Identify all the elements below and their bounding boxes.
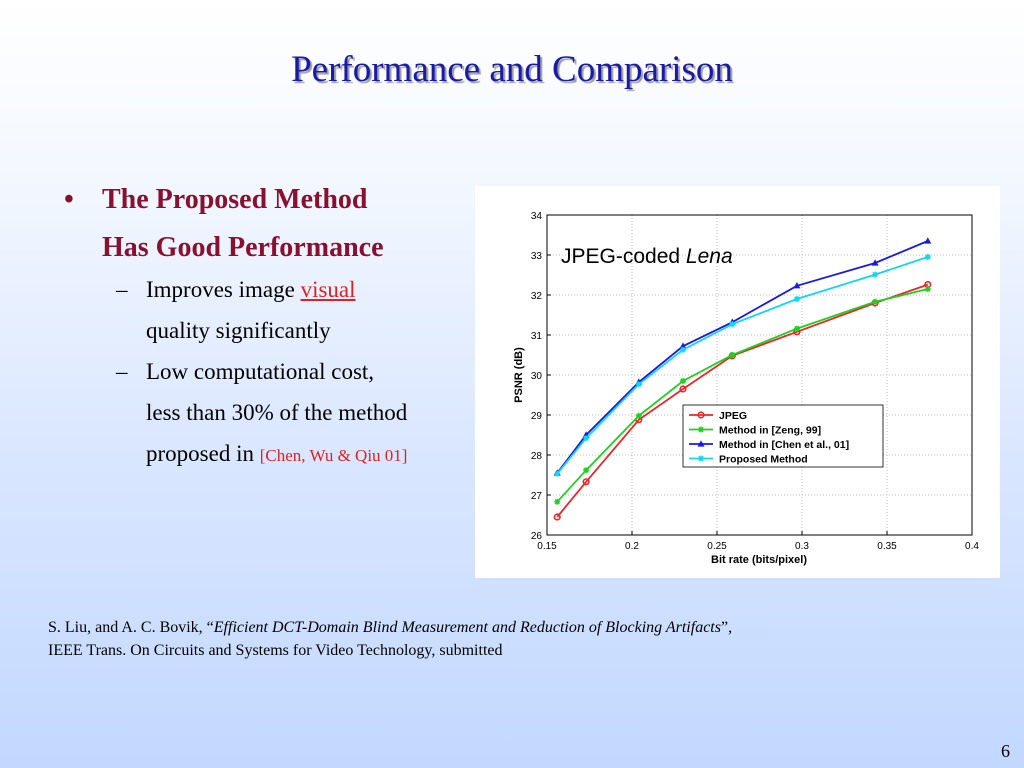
- legend-label: Proposed Method: [719, 454, 808, 466]
- annotation-text: JPEG-coded: [561, 245, 686, 268]
- chart-series: [553, 237, 932, 521]
- series-line: [556, 256, 929, 475]
- series-line: [556, 240, 929, 474]
- data-point: [924, 237, 932, 244]
- x-tick-label: 0.25: [707, 541, 727, 552]
- data-point: [583, 467, 590, 474]
- sub-bullet-text: Low computational cost, less than 30% of…: [146, 351, 486, 476]
- legend-marker: [697, 411, 705, 419]
- data-point: [680, 378, 686, 384]
- x-tick-label: 0.15: [537, 541, 557, 552]
- data-point: [872, 271, 879, 278]
- visual-link[interactable]: visual: [300, 277, 356, 302]
- data-point: [582, 478, 590, 486]
- data-point: [729, 352, 736, 358]
- bullet-dot-icon: •: [64, 184, 74, 215]
- legend-marker: [697, 440, 705, 447]
- reference-citation: S. Liu, and A. C. Bovik, “Efficient DCT-…: [48, 616, 978, 662]
- x-tick-label: 0.35: [877, 541, 897, 552]
- data-point: [924, 286, 931, 292]
- sub-bullet-pre: Improves image: [146, 277, 301, 302]
- legend-label: JPEG: [719, 410, 747, 422]
- dash-icon: –: [116, 277, 128, 302]
- y-tick-label: 29: [531, 411, 543, 422]
- reference-title: Efficient DCT-Domain Blind Measurement a…: [213, 619, 721, 636]
- data-point: [554, 498, 561, 505]
- reference-line1: S. Liu, and A. C. Bovik, “Efficient DCT-…: [48, 616, 978, 639]
- legend-label: Method in [Chen et al., 01]: [719, 439, 849, 451]
- legend-label: Method in [Zeng, 99]: [719, 425, 821, 437]
- series-1: [554, 286, 931, 505]
- sub-bullet-pre: proposed in: [146, 441, 260, 466]
- main-bullet-line2: Has Good Performance: [102, 232, 384, 263]
- data-point: [793, 325, 800, 332]
- data-point: [583, 435, 590, 442]
- data-point: [872, 298, 879, 305]
- data-point: [635, 412, 642, 419]
- main-bullet-line1: The Proposed Method: [102, 184, 368, 215]
- data-point: [554, 470, 561, 477]
- sub-bullet-line: less than 30% of the method: [146, 400, 408, 425]
- psnr-chart: 0.15 0.2 0.25 0.3 0.35 0.4262728293031323334 …: [513, 211, 980, 566]
- psnr-chart-panel: 0.15 0.2 0.25 0.3 0.35 0.4 26 27 28 29 30 31 32 33 34 …: [475, 186, 1000, 578]
- chart-annotation: JPEG-coded Lena: [561, 245, 733, 268]
- legend-marker: [698, 455, 704, 462]
- sub-bullet-line: Low computational cost,: [146, 359, 375, 384]
- y-tick-label: 32: [531, 291, 543, 302]
- data-point: [635, 381, 642, 388]
- annotation-italic: Lena: [686, 245, 733, 268]
- legend-box: [682, 404, 884, 468]
- y-tick-label: 30: [531, 371, 543, 382]
- y-tick-label: 31: [531, 331, 543, 342]
- slide-title: Performance and Comparison: [291, 49, 733, 90]
- y-tick-label: 27: [531, 491, 543, 502]
- data-point: [679, 385, 687, 393]
- x-tick-label: 0.4: [965, 541, 979, 552]
- x-tick-label: 0.2: [625, 541, 639, 552]
- data-point: [729, 321, 736, 328]
- series-0: [553, 280, 932, 521]
- sub-bullet-line: Improves image visual: [146, 269, 486, 310]
- y-tick-label: 28: [531, 451, 543, 462]
- reference-quote-close: ”,: [720, 619, 733, 636]
- citation-chen-wu-qiu: [Chen, Wu & Qiu 01]: [259, 446, 408, 465]
- dash-icon: –: [116, 359, 128, 384]
- data-point: [680, 346, 686, 353]
- series-3: [554, 254, 931, 477]
- chart-grid: [547, 215, 972, 535]
- data-point: [793, 296, 800, 302]
- main-bullet-text: The Proposed Method Has Good Performance: [102, 176, 482, 272]
- chart-ticks: 0.15 0.2 0.25 0.3 0.35 0.4 26 27 28 29 30 31 32 33 34: [531, 211, 980, 552]
- data-point: [871, 259, 879, 266]
- series-line: [556, 288, 929, 503]
- y-tick-label: 33: [531, 251, 543, 262]
- data-point: [793, 282, 801, 289]
- x-tick-label: 0.3: [795, 541, 809, 552]
- y-tick-label: 34: [531, 211, 543, 222]
- data-point: [924, 254, 931, 260]
- page-number: 6: [1001, 741, 1010, 761]
- x-axis-label: Bit rate (bits/pixel): [711, 554, 807, 566]
- reference-authors: S. Liu, and A. C. Bovik, “: [48, 619, 214, 636]
- y-axis-label: PSNR (dB): [513, 347, 525, 403]
- data-point: [553, 513, 561, 521]
- y-tick-label: 26: [531, 531, 543, 542]
- sub-bullet-line: quality significantly: [146, 318, 331, 343]
- reference-line2: IEEE Trans. On Circuits and Systems for …: [48, 642, 503, 659]
- sub-bullet-text: Improves image visual quality significan…: [146, 269, 486, 351]
- series-line: [556, 283, 929, 518]
- sub-bullet-line: proposed in [Chen, Wu & Qiu 01]: [146, 433, 486, 476]
- legend-marker: [698, 426, 704, 433]
- chart-legend: JPEG Method in [Zeng, 99] Method in [Chen …: [682, 404, 884, 468]
